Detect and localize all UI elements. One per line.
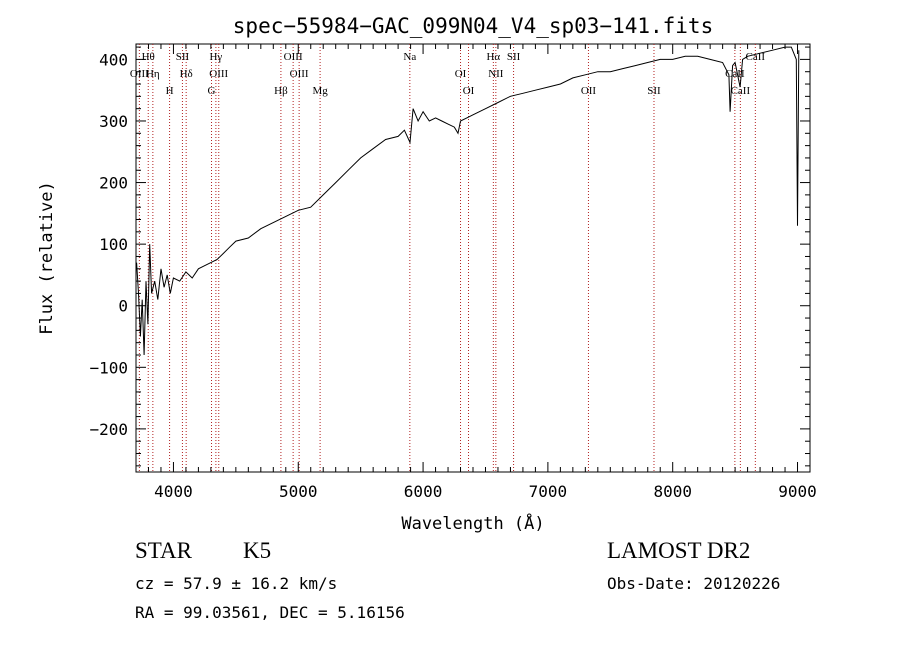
flux-series (136, 46, 800, 356)
line-label: SII (507, 51, 521, 63)
line-label: Hδ (180, 68, 193, 80)
x-tick-label: 8000 (653, 482, 692, 501)
y-tick-label: −200 (89, 420, 128, 439)
redshift-velocity: cz = 57.9 ± 16.2 km/s (135, 574, 338, 593)
plot-frame (135, 43, 811, 473)
line-label: Mg (312, 85, 328, 97)
x-axis-label: Wavelength (Å) (401, 512, 544, 534)
y-tick-label: 0 (118, 297, 128, 316)
line-label: OIII (284, 51, 303, 63)
y-axis-label: Flux (relative) (37, 181, 57, 335)
spectrum-line (136, 46, 800, 356)
line-label: OI (455, 68, 467, 80)
x-tick-label: 4000 (154, 482, 193, 501)
line-label: CaII (725, 68, 745, 80)
x-tick-label: 7000 (529, 482, 568, 501)
chart-title: spec−55984−GAC_099N04_V4_sp03−141.fits (233, 14, 713, 38)
axis-ticks (136, 44, 810, 472)
line-label: OII (581, 85, 597, 97)
axis-tick-labels: 4000 5000 6000 7000 8000 9000 −200 −100 0 100 200 3… (89, 50, 816, 501)
spectral-line-markers (138, 44, 756, 472)
line-label: SII (647, 85, 661, 97)
line-label: OIII (130, 68, 149, 80)
y-tick-label: 300 (99, 112, 128, 131)
line-label: Na (403, 51, 416, 63)
sky-coordinates: RA = 99.03561, DEC = 5.16156 (135, 603, 405, 622)
y-tick-label: 100 (99, 235, 128, 254)
line-label: NII (488, 68, 504, 80)
y-tick-label: 400 (99, 50, 128, 69)
line-label: Hγ (209, 51, 222, 63)
x-tick-label: 9000 (778, 482, 817, 501)
line-label: CaII (746, 51, 766, 63)
line-label: OI (463, 85, 475, 97)
x-tick-label: 5000 (279, 482, 318, 501)
line-label: OIII (209, 68, 228, 80)
line-label: G (208, 85, 216, 97)
object-subclass: K5 (243, 538, 272, 563)
survey-name: LAMOST DR2 (607, 538, 751, 563)
observation-date: Obs-Date: 20120226 (607, 574, 781, 593)
line-label: Hα (486, 51, 500, 63)
line-label: OIII (290, 68, 309, 80)
line-label: Hη (146, 68, 160, 80)
spectral-line-labels: HθOIIIHηHSIIHδHγGOIIIHβOIIIOIIIMgNaOIOIH… (130, 51, 766, 97)
x-tick-label: 6000 (404, 482, 443, 501)
line-label: CaII (731, 85, 751, 97)
line-label: Hβ (274, 85, 288, 97)
line-label: Hθ (142, 51, 155, 63)
line-label: SII (176, 51, 190, 63)
object-class: STAR (135, 538, 192, 563)
y-tick-label: 200 (99, 174, 128, 193)
y-tick-label: −100 (89, 358, 128, 377)
line-label: H (166, 85, 174, 97)
